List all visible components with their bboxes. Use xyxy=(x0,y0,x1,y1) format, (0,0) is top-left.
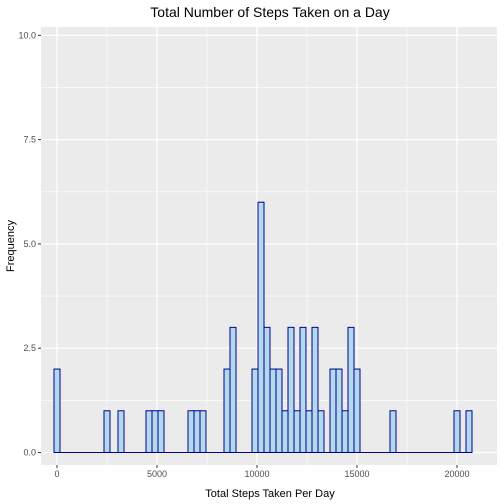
histogram-bar xyxy=(317,410,325,453)
x-tick-label: 10000 xyxy=(244,469,269,479)
x-tick-labels: 0 5000 10000 15000 20000 xyxy=(54,469,469,479)
histogram-bar xyxy=(117,410,125,453)
histogram-bar xyxy=(157,410,165,453)
histogram-bar xyxy=(353,368,361,453)
histogram-bar xyxy=(389,410,397,453)
y-tick-label: 7.5 xyxy=(23,135,36,145)
histogram-bar xyxy=(251,368,259,453)
x-tick-label: 15000 xyxy=(344,469,369,479)
y-tick-labels: 0.0 2.5 5.0 7.5 10.0 xyxy=(18,30,36,457)
histogram-bar xyxy=(187,410,195,453)
histogram-bar xyxy=(453,410,461,453)
histogram-bar xyxy=(145,410,153,453)
histogram-bar xyxy=(269,368,277,453)
y-tick-label: 5.0 xyxy=(23,239,36,249)
histogram-bar xyxy=(329,368,337,453)
histogram-bar xyxy=(223,368,231,453)
histogram-bar xyxy=(341,410,349,453)
histogram-bar xyxy=(151,410,159,453)
histogram-bar xyxy=(347,326,355,453)
histogram-bar xyxy=(193,410,201,453)
y-axis-title: Frequency xyxy=(5,220,17,272)
x-tick-label: 20000 xyxy=(444,469,469,479)
histogram-bar xyxy=(229,326,237,453)
x-tick-label: 0 xyxy=(54,469,59,479)
histogram-bar xyxy=(257,201,265,453)
histogram-bar xyxy=(281,410,289,453)
histogram-bars xyxy=(53,201,473,453)
histogram-bar xyxy=(287,326,295,453)
histogram-bar xyxy=(305,410,313,453)
x-tick-label: 5000 xyxy=(147,469,167,479)
histogram-bar xyxy=(103,410,111,453)
histogram-bar xyxy=(311,326,319,453)
histogram-bar xyxy=(263,326,271,453)
chart-title: Total Number of Steps Taken on a Day xyxy=(150,4,389,20)
histogram-bar xyxy=(275,368,283,453)
y-tick-label: 10.0 xyxy=(18,30,36,40)
minor-gridlines xyxy=(41,27,497,465)
histogram-bar xyxy=(299,326,307,453)
y-tick-label: 0.0 xyxy=(23,447,36,457)
histogram-bar xyxy=(293,410,301,453)
histogram-bar xyxy=(335,368,343,453)
axis-ticks xyxy=(38,34,458,468)
x-axis-title: Total Steps Taken Per Day xyxy=(205,488,335,500)
histogram-bar xyxy=(199,410,207,453)
histogram-bar xyxy=(53,368,61,453)
y-tick-label: 2.5 xyxy=(23,343,36,353)
histogram-bar xyxy=(465,410,473,453)
